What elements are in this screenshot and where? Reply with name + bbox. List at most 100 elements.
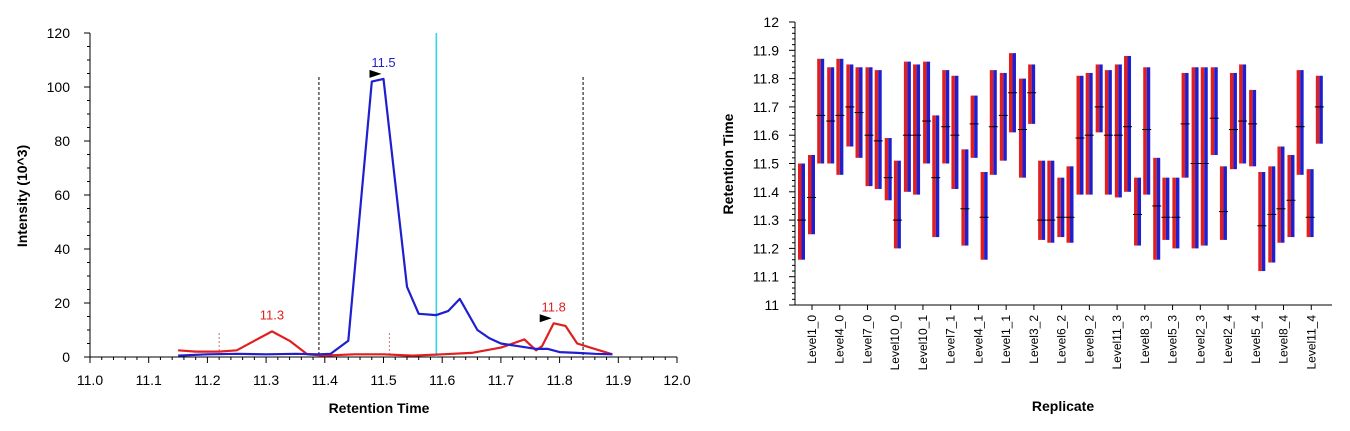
range-bar-blue bbox=[1127, 55, 1132, 192]
retention-time-chart: 11 11.1 11.2 11.3 11.4 11.5 11.6 11.7 11.8 11.9 12… bbox=[720, 14, 1332, 414]
range-bar-red bbox=[1018, 78, 1023, 178]
replicate-label: Level2_4 bbox=[1221, 315, 1235, 364]
range-bar-red bbox=[884, 138, 889, 201]
range-bar-blue bbox=[1050, 160, 1055, 243]
y-tick-label: 120 bbox=[47, 25, 71, 41]
range-bar-blue bbox=[1223, 166, 1227, 240]
range-bar-red bbox=[1315, 75, 1320, 144]
range-bar-red bbox=[865, 67, 870, 187]
replicate-labels: Level1_0 Level4_0 Level7_0 Level10_0 Level10… bbox=[805, 305, 1318, 370]
y-axis-title: Retention Time bbox=[720, 113, 736, 214]
replicate-label: Level10_1 bbox=[916, 315, 930, 371]
replicate-label: Level1_1 bbox=[999, 315, 1013, 364]
range-bar-red bbox=[989, 70, 994, 175]
range-bar-red bbox=[846, 64, 850, 147]
range-bar-red bbox=[903, 61, 908, 192]
replicate-label: Level5_4 bbox=[1249, 315, 1263, 364]
chromatogram-series bbox=[178, 77, 613, 357]
range-bar-red bbox=[932, 115, 936, 238]
x-tick-label: 11.3 bbox=[253, 372, 279, 388]
range-bar-red bbox=[798, 163, 802, 260]
range-bar-red bbox=[827, 67, 831, 164]
range-bar-blue bbox=[1310, 169, 1314, 238]
range-bar-red bbox=[1047, 160, 1051, 243]
x-tick-label: 11.1 bbox=[136, 372, 162, 388]
range-bar-blue bbox=[1118, 64, 1122, 198]
y-tick-label: 0 bbox=[62, 349, 70, 365]
series-line-red bbox=[178, 322, 613, 357]
range-bar-red bbox=[1066, 166, 1070, 243]
range-bar-red bbox=[1277, 146, 1281, 243]
y-tick-label: 11.9 bbox=[753, 42, 779, 58]
range-bar-blue bbox=[1175, 177, 1180, 249]
range-bar-blue bbox=[1003, 72, 1007, 161]
range-bar-red bbox=[1287, 155, 1291, 238]
range-bar-blue bbox=[1099, 64, 1103, 133]
range-bar-red bbox=[1181, 72, 1186, 178]
range-bar-blue bbox=[1070, 166, 1074, 243]
range-bar-blue bbox=[1280, 146, 1285, 243]
range-bar-red bbox=[1114, 64, 1119, 198]
y-tick-label: 100 bbox=[47, 79, 71, 95]
range-bar-blue bbox=[1089, 72, 1093, 195]
peak-label: 11.8 bbox=[542, 299, 566, 314]
range-bar-red bbox=[1095, 64, 1100, 133]
range-bar-red bbox=[1296, 70, 1301, 175]
range-bar-blue bbox=[1300, 70, 1304, 175]
retention-axes: 11 11.1 11.2 11.3 11.4 11.5 11.6 11.7 11.8 11.9 12 bbox=[753, 14, 1332, 313]
range-bar-blue bbox=[1060, 177, 1065, 238]
range-bar-blue bbox=[1146, 67, 1151, 195]
y-axis-title: Intensity (10^3) bbox=[14, 145, 30, 247]
range-bar-red bbox=[1239, 64, 1243, 164]
range-bar-blue bbox=[801, 163, 805, 260]
replicate-label: Level6_2 bbox=[1055, 315, 1069, 364]
range-bar-blue bbox=[945, 70, 950, 164]
range-bar-blue bbox=[897, 160, 901, 249]
range-bar-blue bbox=[984, 171, 988, 260]
range-bar-red bbox=[970, 95, 975, 158]
x-axis-title: Replicate bbox=[1032, 398, 1094, 414]
replicate-label: Level1_0 bbox=[805, 315, 819, 364]
range-bar-red bbox=[1028, 64, 1032, 124]
y-tick-label: 60 bbox=[54, 187, 70, 203]
range-bar-blue bbox=[1233, 72, 1237, 170]
range-bar-blue bbox=[1319, 75, 1323, 144]
range-bar-red bbox=[1143, 67, 1147, 195]
range-bar-red bbox=[1172, 177, 1176, 249]
replicate-label: Level11_3 bbox=[1110, 315, 1124, 370]
peak-marker bbox=[369, 69, 382, 78]
x-tick-label: 11.0 bbox=[77, 372, 103, 388]
range-bar-blue bbox=[964, 149, 969, 246]
chromatogram-axes: 11.0 11.1 11.2 11.3 11.4 11.5 11.6 11.7 11.8 11.9… bbox=[47, 25, 691, 388]
replicate-label: Level5_3 bbox=[1166, 315, 1180, 364]
y-tick-label: 11.5 bbox=[753, 156, 779, 172]
x-tick-label: 11.7 bbox=[488, 372, 514, 388]
range-bar-red bbox=[1306, 169, 1311, 238]
range-bar-red bbox=[951, 75, 955, 189]
range-bar-red bbox=[1162, 177, 1166, 240]
y-tick-label: 80 bbox=[54, 133, 70, 149]
range-bar-blue bbox=[888, 138, 892, 201]
x-tick-label: 11.4 bbox=[312, 372, 338, 388]
y-tick-label: 11.8 bbox=[753, 71, 779, 87]
range-bar-blue bbox=[1108, 70, 1112, 195]
range-bar-red bbox=[808, 155, 812, 235]
range-bar-blue bbox=[1165, 177, 1170, 240]
x-tick-label: 12.0 bbox=[663, 372, 690, 388]
range-bar-red bbox=[961, 149, 965, 246]
range-bar-red bbox=[874, 70, 879, 189]
range-bar-red bbox=[942, 70, 946, 164]
range-bar-red bbox=[1219, 166, 1224, 240]
range-bar-blue bbox=[820, 58, 825, 164]
range-bar-red bbox=[1124, 55, 1128, 192]
range-bar-blue bbox=[849, 64, 854, 147]
x-tick-label: 11.8 bbox=[546, 372, 572, 388]
peak-marker bbox=[539, 314, 552, 323]
range-bar-red bbox=[1191, 67, 1196, 249]
range-bar-red bbox=[893, 160, 898, 249]
range-bar-blue bbox=[1080, 75, 1084, 195]
x-tick-label: 11.9 bbox=[605, 372, 631, 388]
range-bar-red bbox=[836, 58, 840, 175]
range-bar-blue bbox=[974, 95, 978, 158]
